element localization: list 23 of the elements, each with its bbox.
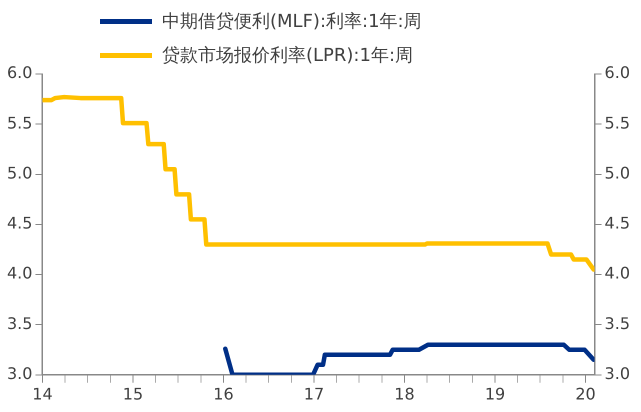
- y-tick-label: 5.5: [6, 113, 32, 132]
- legend-label: 中期借贷便利(MLF):利率:1年:周: [162, 10, 422, 33]
- y-tick-label: 3.5: [6, 314, 32, 333]
- legend-label: 贷款市场报价利率(LPR):1年:周: [162, 44, 414, 67]
- y-tick-label: 5.0: [6, 163, 32, 182]
- y-tick-label: 4.0: [6, 264, 32, 283]
- x-tick-label: 18: [394, 384, 415, 404]
- y2-tick-label: 3.5: [604, 314, 630, 333]
- y2-tick-label: 3.0: [604, 364, 630, 383]
- y-tick-label: 6.0: [6, 63, 32, 82]
- y-tick-label: 4.5: [6, 214, 32, 233]
- y2-tick-label: 5.0: [604, 163, 630, 182]
- y2-tick-label: 4.5: [604, 214, 630, 233]
- x-tick-label: 17: [304, 384, 324, 404]
- x-tick-label: 19: [484, 384, 506, 404]
- y2-tick-label: 4.0: [604, 264, 630, 283]
- x-tick-label: 14: [32, 384, 53, 404]
- x-tick-label: 16: [213, 384, 234, 404]
- x-tick-label: 20: [575, 384, 596, 404]
- y2-tick-label: 5.5: [604, 113, 630, 132]
- x-tick-label: 15: [122, 384, 144, 404]
- y-tick-label: 3.0: [6, 364, 32, 383]
- y2-tick-label: 6.0: [604, 63, 630, 82]
